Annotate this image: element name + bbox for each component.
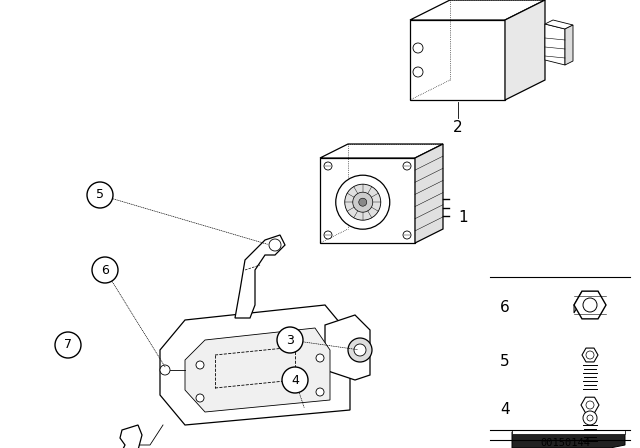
Circle shape [277, 327, 303, 353]
Circle shape [586, 351, 594, 359]
Circle shape [316, 388, 324, 396]
Circle shape [316, 354, 324, 362]
Polygon shape [415, 144, 443, 243]
Circle shape [348, 338, 372, 362]
Polygon shape [582, 291, 598, 299]
Polygon shape [574, 291, 582, 313]
Polygon shape [574, 291, 606, 319]
Text: 3: 3 [286, 333, 294, 346]
Text: 1: 1 [458, 210, 468, 225]
Circle shape [269, 239, 281, 251]
Circle shape [324, 162, 332, 170]
Circle shape [413, 43, 423, 53]
Circle shape [354, 344, 366, 356]
Circle shape [353, 192, 372, 212]
Circle shape [583, 411, 597, 425]
Polygon shape [320, 144, 443, 158]
Circle shape [55, 332, 81, 358]
Circle shape [92, 257, 118, 283]
Circle shape [403, 231, 411, 239]
Polygon shape [185, 328, 330, 412]
Circle shape [196, 394, 204, 402]
Polygon shape [235, 235, 285, 318]
Text: 5: 5 [500, 354, 510, 370]
Text: 2: 2 [452, 120, 462, 135]
Circle shape [587, 415, 593, 421]
Polygon shape [410, 20, 505, 100]
Circle shape [282, 367, 308, 393]
Circle shape [413, 67, 423, 77]
Text: 4: 4 [291, 374, 299, 387]
Text: 00150144: 00150144 [540, 438, 590, 448]
Polygon shape [581, 397, 599, 413]
Polygon shape [545, 24, 565, 65]
Polygon shape [545, 20, 573, 29]
Circle shape [324, 231, 332, 239]
Circle shape [403, 162, 411, 170]
Polygon shape [505, 0, 545, 100]
Text: 6: 6 [500, 300, 510, 314]
Circle shape [345, 184, 381, 220]
Polygon shape [120, 425, 145, 448]
Polygon shape [325, 315, 370, 380]
Text: 7: 7 [64, 339, 72, 352]
Polygon shape [512, 432, 625, 448]
Text: 4: 4 [500, 402, 510, 418]
Text: 6: 6 [101, 263, 109, 276]
Polygon shape [160, 305, 350, 425]
Polygon shape [582, 348, 598, 362]
Polygon shape [565, 25, 573, 65]
Text: 5: 5 [96, 189, 104, 202]
Circle shape [160, 365, 170, 375]
Circle shape [586, 401, 594, 409]
Circle shape [359, 198, 367, 206]
Polygon shape [512, 430, 625, 434]
Circle shape [87, 182, 113, 208]
Polygon shape [320, 158, 415, 243]
Polygon shape [410, 0, 545, 20]
Circle shape [583, 298, 597, 312]
Circle shape [196, 361, 204, 369]
Circle shape [336, 175, 390, 229]
